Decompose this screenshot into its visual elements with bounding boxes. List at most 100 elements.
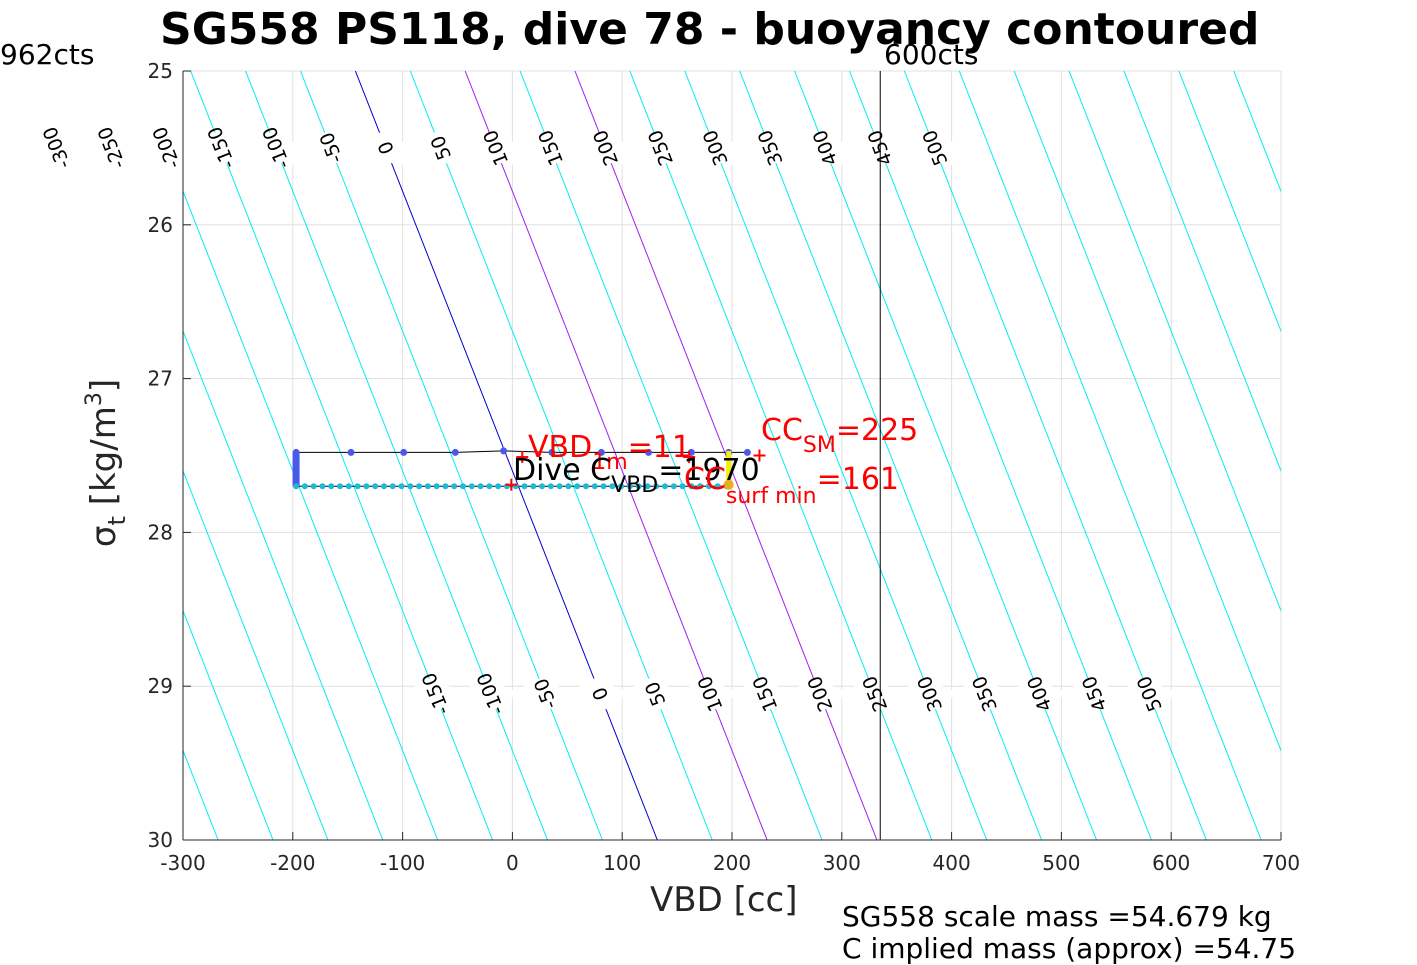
contour-label-top-500: 500 <box>919 127 953 169</box>
x-tick-label--100: -100 <box>380 851 425 875</box>
contour-label-top-300: 300 <box>699 127 733 169</box>
contour-label-bottom-400: 400 <box>1023 673 1057 715</box>
contour-label-top--200-bg <box>141 128 191 168</box>
climb-point <box>380 483 387 490</box>
x-tick-label-300: 300 <box>823 851 861 875</box>
contour-750 <box>1178 71 1281 333</box>
dive-point <box>451 448 459 456</box>
contour-label-bottom--50-bg <box>520 674 570 714</box>
dive-cvbd-sub: VBD <box>611 473 659 498</box>
dive-cvbd-value: =1970 <box>658 453 760 488</box>
dive-point <box>548 448 556 456</box>
contour-800 <box>1233 71 1281 193</box>
climb-point <box>697 483 704 490</box>
contour--550 <box>0 71 53 840</box>
contour--200 <box>183 189 439 840</box>
climb-point <box>459 483 466 490</box>
climb-point <box>653 483 660 490</box>
contour-label-bottom-100: 100 <box>694 673 728 715</box>
x-tick-label-500: 500 <box>1042 851 1080 875</box>
y-tick-label-26: 26 <box>148 213 173 237</box>
climb-point <box>521 483 528 490</box>
buoyancy-chart: -300 -250 -200 -150 -100 -50 0 50 100 150 200 250 30… <box>0 59 1417 875</box>
contour-label-top--150-bg <box>196 128 246 168</box>
climb-point <box>363 483 370 490</box>
cc-sm-prefix: CC <box>761 413 803 448</box>
contour-label-bottom-200: 200 <box>804 673 838 715</box>
contour-label-bottom-200-bg <box>794 674 845 714</box>
climb-point <box>451 483 458 490</box>
contour-label-bottom-250: 250 <box>859 673 893 715</box>
dive-point <box>500 447 508 455</box>
climb-point <box>644 483 651 490</box>
contour-label-bottom-500-bg <box>1124 674 1174 714</box>
contour-label-top-400: 400 <box>809 127 843 169</box>
y-tick-label-29: 29 <box>148 674 173 698</box>
surface-point <box>723 479 734 490</box>
x-tick-label-700: 700 <box>1262 851 1300 875</box>
vbd-1m-marker <box>516 451 529 464</box>
climb-point <box>714 483 721 490</box>
climb-point <box>530 483 537 490</box>
climb-point <box>591 483 598 490</box>
contour-lines <box>0 71 1417 840</box>
climb-point <box>574 483 581 490</box>
dive-point <box>347 448 355 456</box>
climb-point <box>424 483 431 490</box>
contour-label-bottom-300-bg <box>904 674 955 714</box>
contour-0 <box>354 71 658 840</box>
contour-label-bottom-100-bg <box>684 674 735 714</box>
climb-point <box>539 483 546 490</box>
contour-label-bottom-400-bg <box>1014 674 1065 714</box>
x-axis-label: VBD [cc] <box>650 880 798 920</box>
contour-100 <box>464 71 768 840</box>
dive-cvbd-marker <box>505 478 518 491</box>
contour-label-bottom-50-bg <box>630 674 680 714</box>
climb-point <box>635 483 642 490</box>
y-tick-label-27: 27 <box>148 367 173 391</box>
x-tick-label-600: 600 <box>1152 851 1190 875</box>
contour-label-bottom-0-bg <box>575 674 625 714</box>
contour--50 <box>300 71 603 840</box>
contour-250 <box>629 71 933 840</box>
cc-sm-marker <box>753 449 766 462</box>
contour-label-top-350-bg <box>745 128 795 168</box>
x-tick-label--200: -200 <box>270 851 315 875</box>
contour-label-top-250-bg <box>635 128 685 168</box>
dive-point <box>400 448 408 456</box>
contour-900 <box>1344 71 1417 840</box>
climb-point <box>486 483 493 490</box>
contour--150 <box>190 71 494 840</box>
x-tick-label-0: 0 <box>506 851 519 875</box>
climb-point <box>468 483 475 490</box>
climb-point <box>389 483 396 490</box>
contour-550 <box>958 71 1262 840</box>
contour-label-bottom-350-bg <box>959 674 1010 714</box>
axes: -300 -200 -100 0 100 200 300 400 500 600 700 25 26 27… <box>148 59 1301 875</box>
contour-label-bottom-500: 500 <box>1133 673 1167 715</box>
contour-label-top-100: 100 <box>479 127 513 169</box>
contour-850 <box>1289 71 1417 840</box>
dive-cvbd-annotation: Dive CVBD=1970 <box>513 453 760 498</box>
climb-point <box>407 483 414 490</box>
climb-point <box>328 483 335 490</box>
cts-right-label: 600cts <box>884 38 979 71</box>
contour-650 <box>1068 71 1281 613</box>
climb-point <box>705 483 712 490</box>
contour-label-top-500-bg <box>909 128 960 168</box>
y-axis-label: σt [kg/m3] <box>82 378 131 548</box>
cc-surf-sub: surf min <box>725 484 817 509</box>
contour--300 <box>183 469 329 840</box>
contour-label-top-0-bg <box>360 128 411 168</box>
climb-point <box>442 483 449 490</box>
contour-500 <box>903 71 1207 840</box>
climb-point <box>301 483 308 490</box>
contour-label-top--100-bg <box>250 128 301 168</box>
contour-300 <box>684 71 988 840</box>
chart-title: SG558 PS118, dive 78 - buoyancy contoure… <box>160 4 1260 55</box>
contour-label-top-150: 150 <box>534 127 568 169</box>
climb-point <box>582 483 589 490</box>
contour-label-top-450-bg <box>854 128 905 168</box>
contour-label-top--50-bg <box>305 128 356 168</box>
cc-surf-value: =161 <box>816 462 899 497</box>
